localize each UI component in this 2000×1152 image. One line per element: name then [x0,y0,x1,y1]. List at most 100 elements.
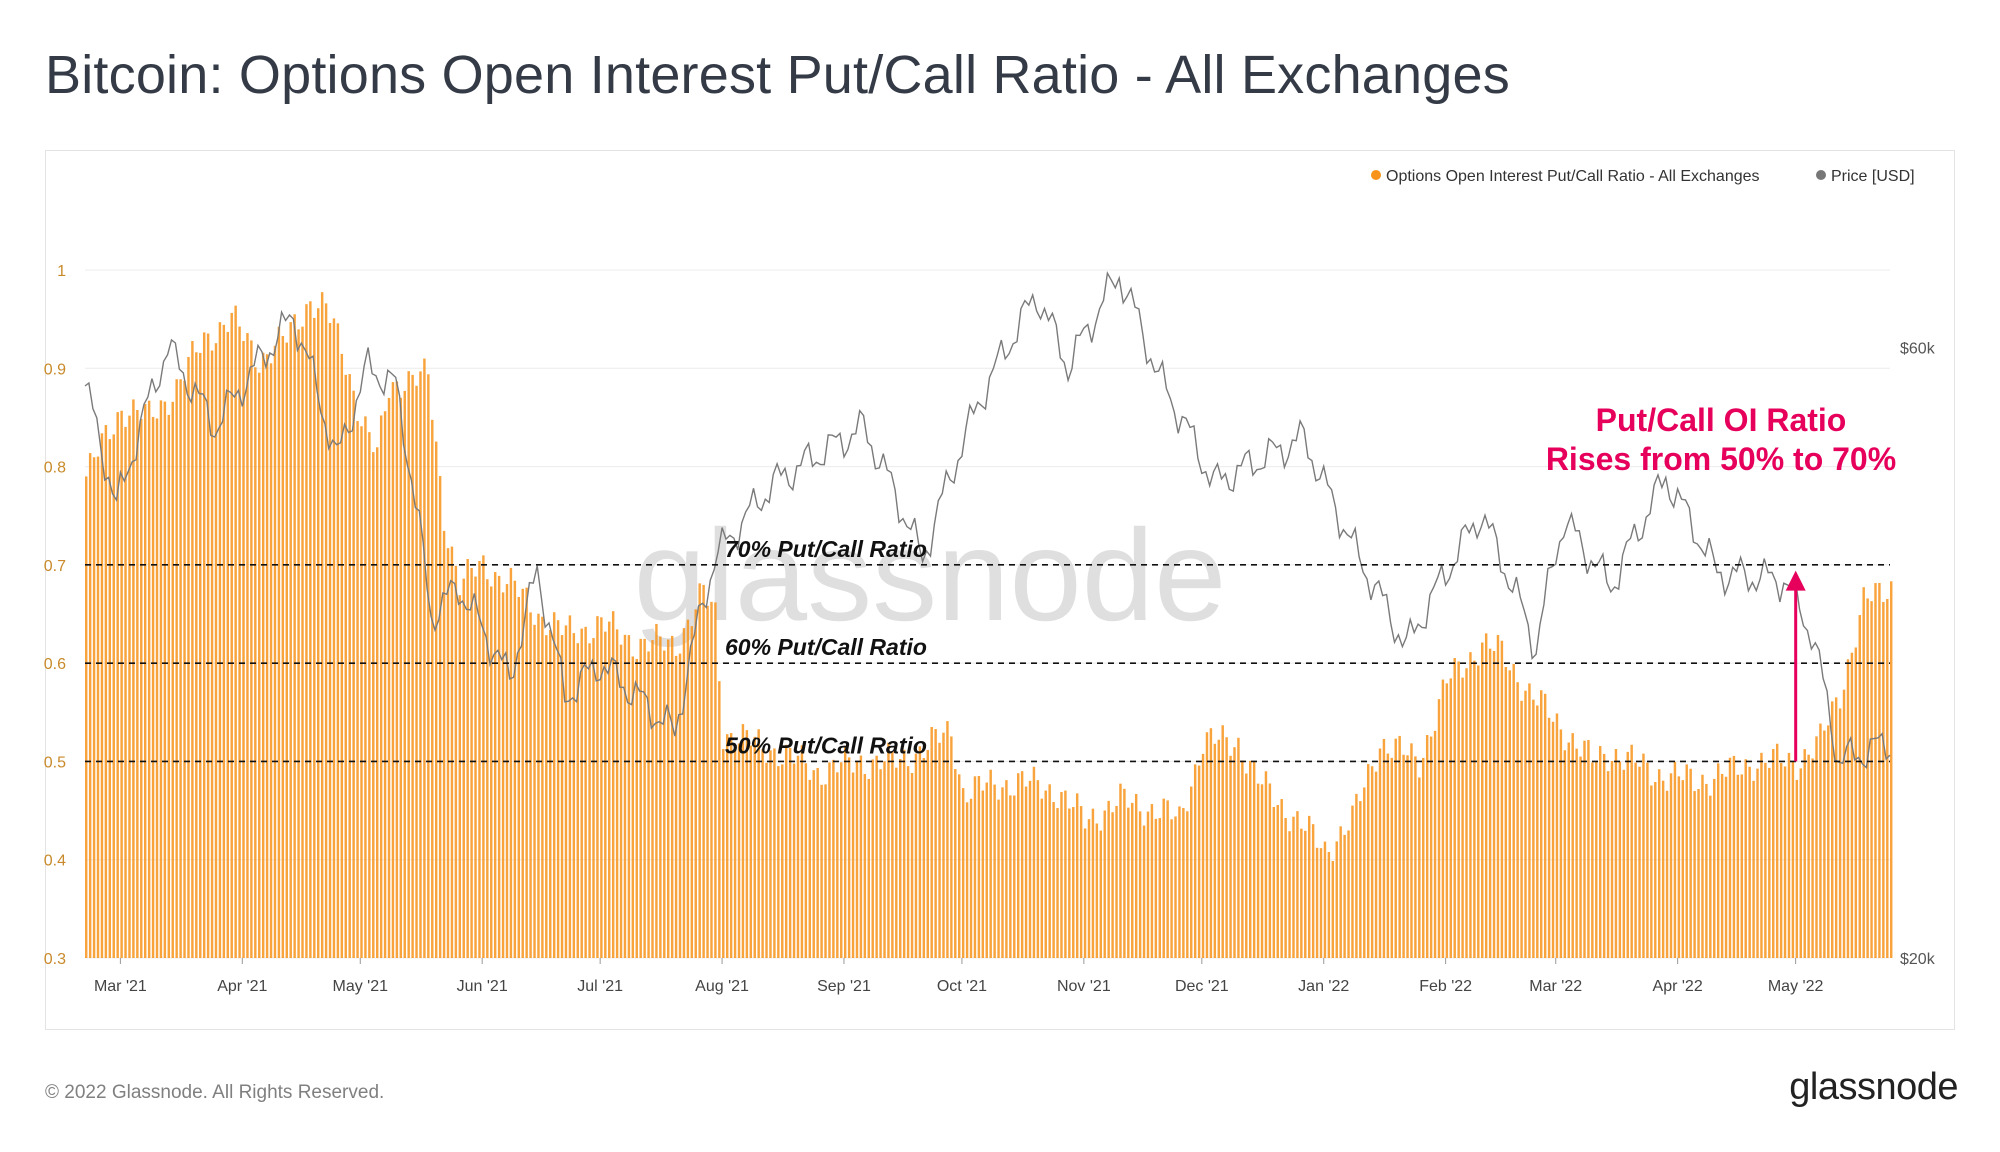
ratio-bar [328,322,332,958]
ratio-bar [710,601,713,958]
ratio-bar [529,612,532,958]
ratio-bar [847,757,851,958]
ratio-bar [749,745,753,958]
ratio-bar [1756,768,1759,958]
ratio-bar [1583,740,1586,958]
ratio-bar [663,650,666,958]
ratio-bar [725,734,729,958]
ratio-bar [269,363,273,959]
ratio-bar [1508,670,1511,958]
ratio-bar [1677,776,1681,958]
ratio-bar [175,379,178,958]
ratio-bar [466,559,469,958]
ratio-bar [564,625,568,958]
ratio-bar [309,301,312,958]
ratio-bar [836,772,839,958]
ratio-bar [568,615,572,958]
ratio-bar [572,633,576,958]
ratio-bar [1512,664,1515,958]
ratio-bar [989,769,992,958]
ratio-bar [584,626,587,958]
ratio-bar [997,799,1000,958]
ratio-bar [234,305,237,959]
ratio-bar [1186,811,1189,958]
ratio-bar [143,403,147,958]
ratio-bar [493,572,497,958]
ratio-bar [1339,826,1342,958]
ratio-bar [804,763,808,958]
ratio-bar [1134,793,1138,958]
ratio-bar [163,401,167,958]
ratio-bar [344,374,347,958]
y-left-tick-label: 1 [57,263,66,280]
ratio-bar [1606,771,1610,958]
ratio-bar [1477,665,1480,958]
legend: Options Open Interest Put/Call Ratio - A… [1371,168,1915,185]
ratio-bar [1882,601,1885,958]
ratio-bar [981,790,985,958]
ratio-bar [454,565,458,958]
ratio-bar [206,333,210,958]
ratio-bar [1618,761,1622,958]
x-tick-label: Jan '22 [1298,978,1349,995]
ratio-bar [1850,652,1854,958]
ratio-bar [556,620,560,958]
x-tick-label: Feb '22 [1419,978,1472,995]
ratio-bar [474,576,477,958]
ratio-bar [104,425,108,958]
ratio-bar [470,567,473,958]
ratio-bar [1225,737,1228,958]
ratio-bar [1728,757,1732,958]
ratio-bar [891,751,894,958]
y-left-tick-label: 0.8 [44,460,66,477]
ratio-bar [1760,752,1763,958]
ratio-bar [124,426,127,958]
ratio-bar [855,761,859,958]
ratio-bar [1036,780,1040,958]
ratio-bar [1543,693,1547,958]
legend-label-price: Price [USD] [1831,168,1915,185]
ratio-bar [486,579,489,958]
ratio-bar [879,769,882,958]
ratio-bar [183,380,186,958]
ratio-bar [387,397,391,958]
ratio-bar [1473,660,1476,958]
ratio-bar [796,755,800,958]
ratio-bar [670,635,674,958]
ratio-bar [938,742,941,958]
ratio-bar [226,331,230,958]
ratio-bar [1827,725,1830,958]
ratio-bar [438,476,442,958]
ratio-bar [1162,798,1165,958]
ratio-bar [88,453,92,958]
ratio-bar [1685,764,1688,958]
ratio-bar [1563,750,1567,958]
ratio-bar [1209,728,1213,958]
ratio-bar [816,768,819,958]
ratio-bar [1598,746,1602,958]
ratio-bar [1815,736,1818,958]
ratio-bar [1657,769,1661,958]
ratio-bar [1422,757,1425,958]
ratio-bar [1319,848,1323,958]
ratio-bar [372,452,375,958]
ratio-bar [505,584,509,958]
price-layer [84,271,1891,770]
ratio-bar [1103,810,1106,958]
y-left-tick-label: 0.3 [44,951,66,968]
ratio-bar [1461,677,1464,958]
ratio-bar [1579,756,1582,958]
ratio-bar [993,784,996,958]
ratio-bar [1500,640,1504,958]
ratio-bar [1079,806,1083,958]
ratio-bar [753,736,756,958]
ratio-bar [395,381,399,959]
bars-layer [85,292,1893,959]
x-tick-label: Mar '21 [94,978,147,995]
y-right-tick-label: $20k [1900,951,1936,968]
ratio-bar [1276,805,1279,958]
ratio-bar [1874,583,1877,958]
ratio-bar [1386,753,1390,958]
ratio-bar [285,342,288,958]
ratio-bar [1622,769,1626,958]
